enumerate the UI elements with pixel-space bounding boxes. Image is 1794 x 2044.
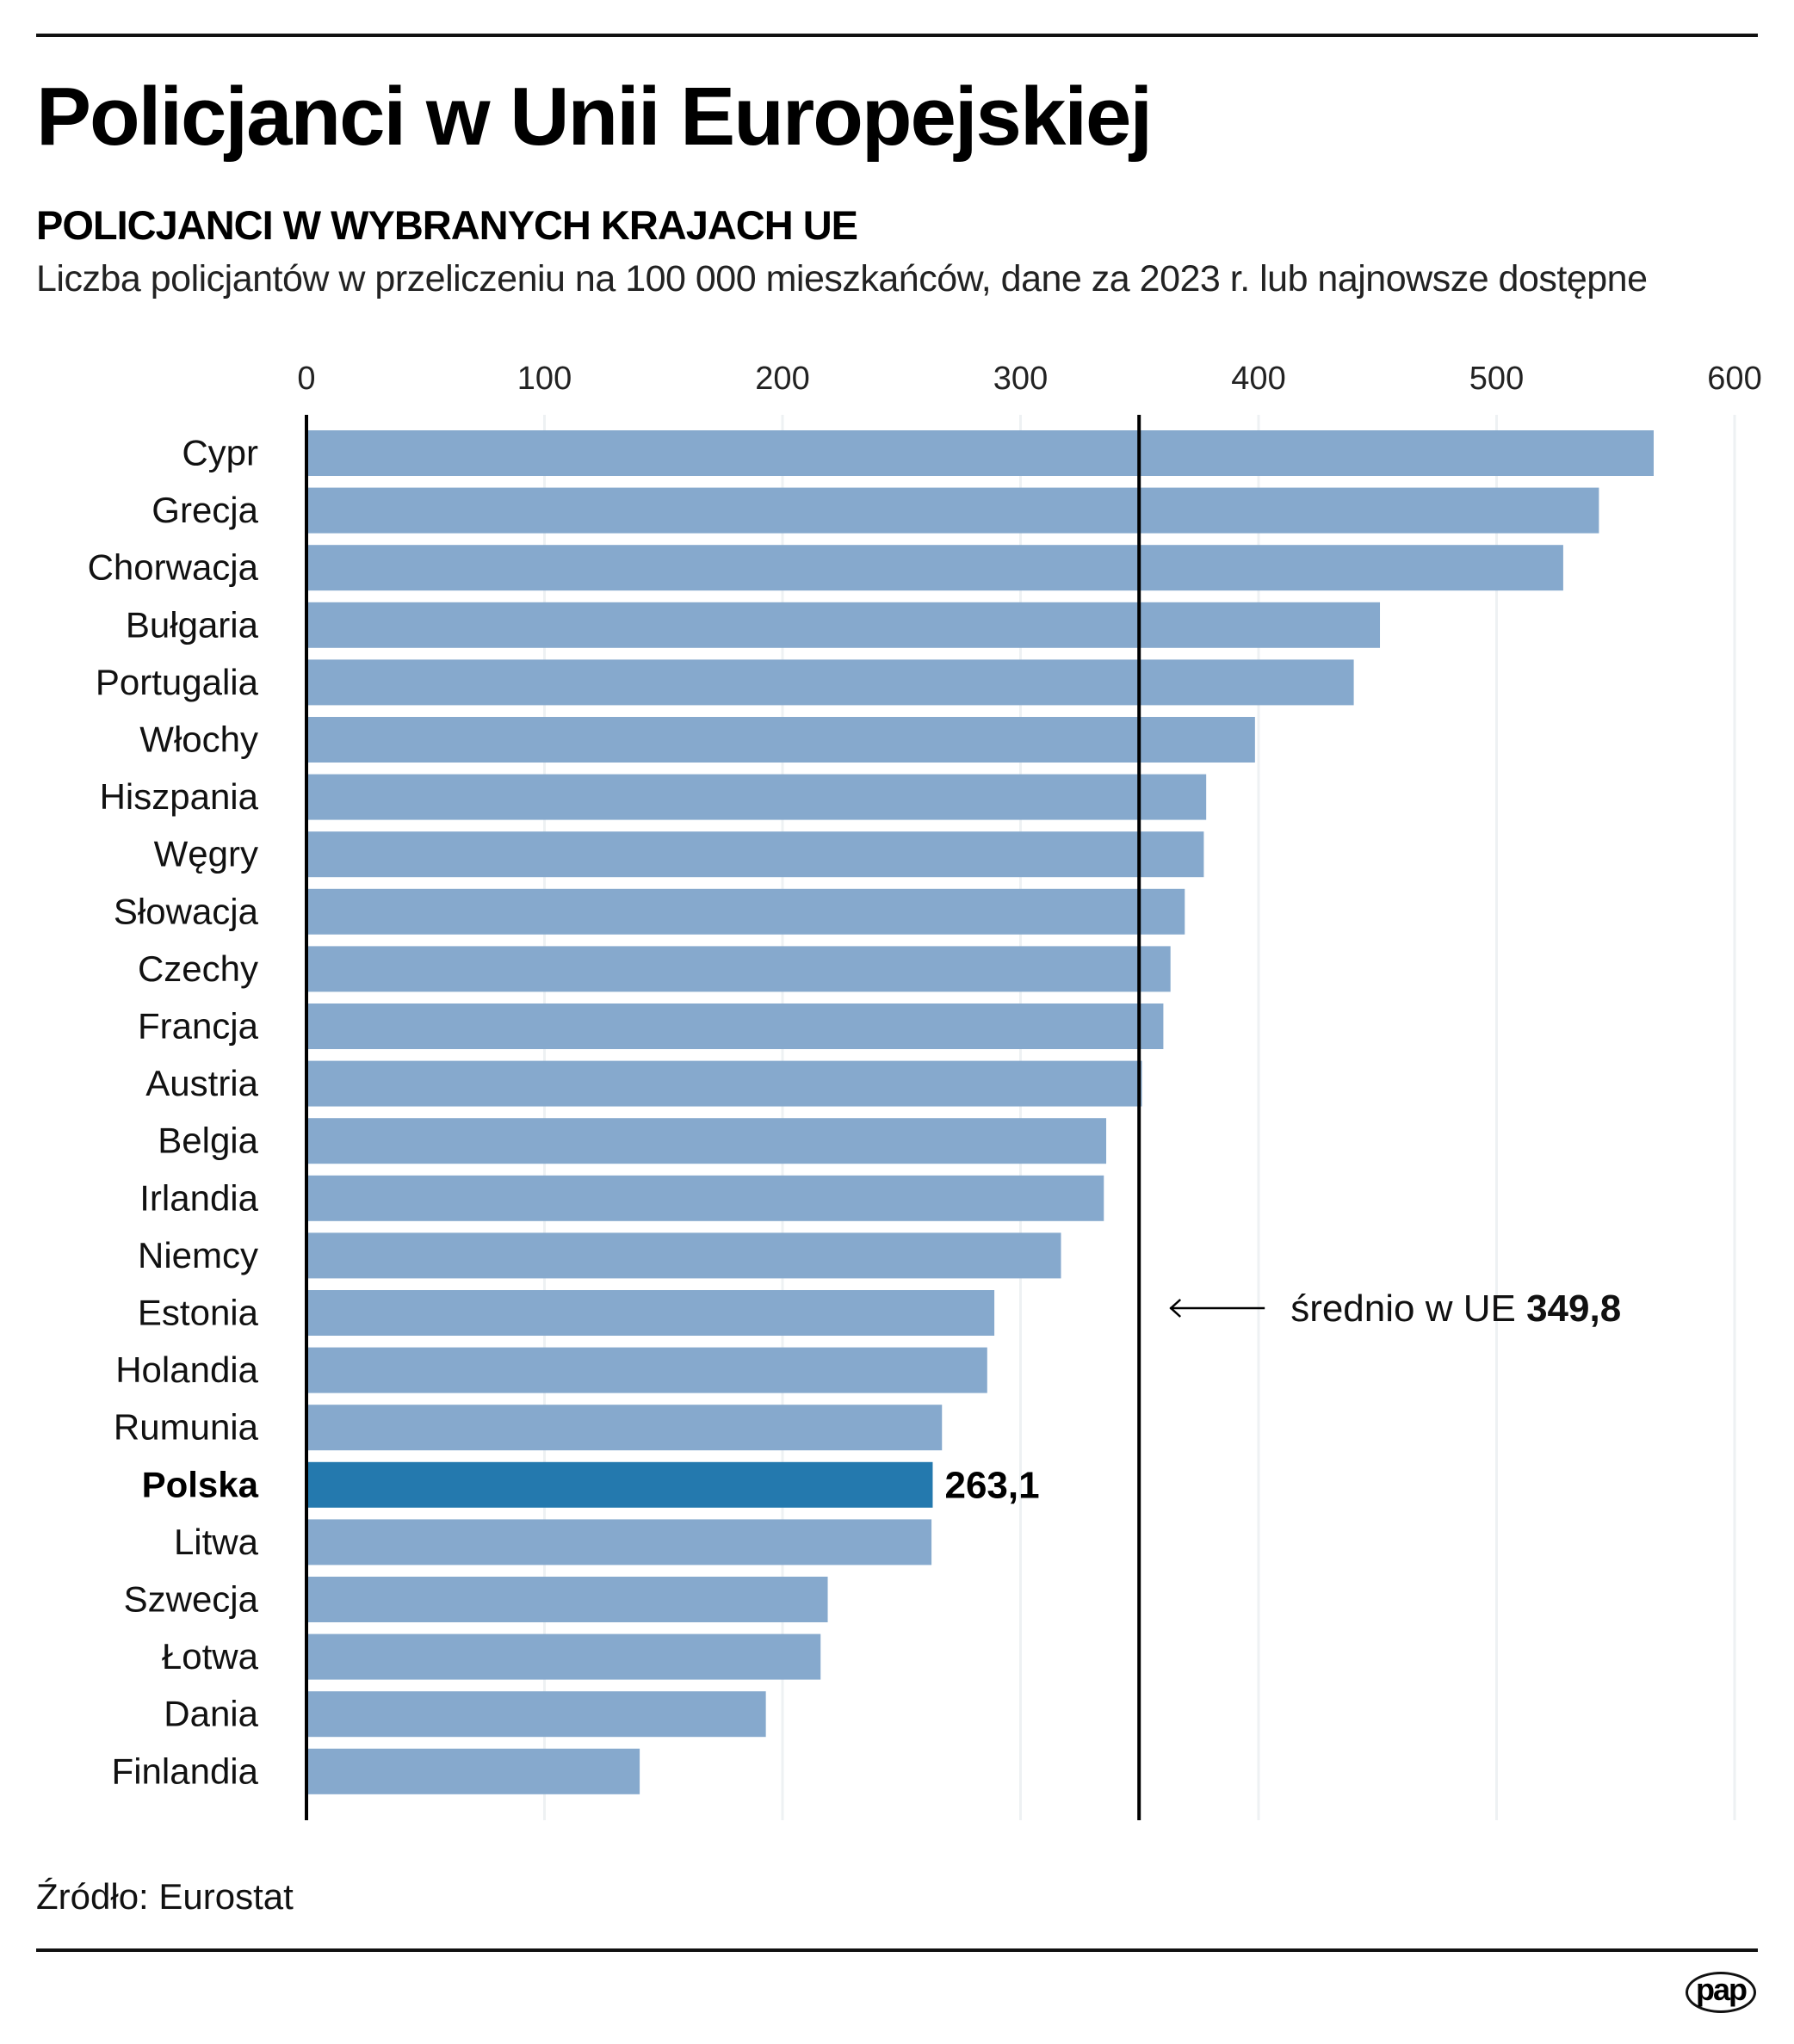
category-label: Irlandia (139, 1177, 258, 1218)
chart-subtitle: POLICJANCI W WYBRANYCH KRAJACH UE (36, 202, 858, 248)
pap-logo-icon: pap (1686, 1972, 1756, 2013)
bar (306, 1748, 640, 1794)
category-label: Szwecja (124, 1579, 259, 1620)
category-labels: Cypr Grecja Chorwacja Bułgaria Portugalia Wło… (88, 433, 1040, 1792)
category-label: Austria (145, 1063, 258, 1103)
pap-logo-text: pap (1695, 1972, 1748, 2007)
category-label: Dania (164, 1694, 258, 1734)
category-label: Belgia (158, 1121, 258, 1161)
bar (306, 888, 1185, 935)
page-title: Policjanci w Unii Europejskiej (36, 71, 1153, 163)
bottom-rule (36, 1948, 1758, 1952)
bar (306, 774, 1207, 820)
bar (306, 1060, 1142, 1107)
category-label: Finlandia (112, 1751, 259, 1791)
mean-annotation: średnio w UE 349,8 (1290, 1288, 1621, 1330)
bar (306, 1691, 766, 1738)
bar (306, 946, 1171, 992)
bar (306, 1118, 1107, 1164)
category-label: Polska (142, 1464, 259, 1504)
category-label: Holandia (115, 1349, 258, 1390)
category-label: Grecja (152, 490, 258, 530)
category-label: Hiszpania (100, 776, 259, 817)
category-label: Włochy (139, 719, 258, 760)
bars (305, 415, 1654, 1820)
category-label: Estonia (138, 1293, 259, 1333)
data-label: 263,1 (944, 1464, 1039, 1506)
bar (306, 1347, 987, 1393)
category-label: Francja (138, 1006, 259, 1047)
category-label: Niemcy (138, 1235, 258, 1275)
mean-annotation-value: 349,8 (1526, 1288, 1621, 1330)
bar (306, 430, 1654, 476)
chart-description: Liczba policjantów w przeliczeniu na 100… (36, 258, 1648, 299)
arrow-left-icon (1169, 1299, 1182, 1318)
tick-label: 400 (1231, 361, 1285, 397)
tick-label: 300 (993, 361, 1048, 397)
source-note: Źródło: Eurostat (36, 1876, 294, 1917)
tick-label: 600 (1707, 361, 1761, 397)
bar (306, 831, 1204, 878)
bar (306, 717, 1255, 763)
bar (306, 1290, 995, 1336)
bar (306, 487, 1599, 534)
category-label: Łotwa (162, 1636, 259, 1677)
tick-label: 100 (517, 361, 572, 397)
bar (306, 1232, 1061, 1279)
tick-label: 200 (755, 361, 809, 397)
category-label: Słowacja (114, 891, 259, 931)
x-axis-ticks: 0 100 200 300 400 500 600 (297, 361, 1761, 397)
category-label: Litwa (174, 1522, 259, 1562)
category-label: Cypr (182, 433, 258, 473)
mean-annotation-label: średnio w UE (1290, 1288, 1526, 1330)
bar (306, 1633, 821, 1680)
bar (306, 1003, 1164, 1049)
category-label: Bułgaria (126, 604, 259, 645)
bar (306, 602, 1381, 648)
bar (306, 1519, 932, 1565)
tick-label: 500 (1469, 361, 1524, 397)
category-label: Czechy (138, 948, 258, 989)
category-label: Rumunia (114, 1407, 259, 1448)
top-rule (36, 34, 1758, 37)
bar (306, 545, 1563, 591)
category-label: Portugalia (96, 662, 259, 702)
bar (306, 1175, 1104, 1221)
reference-line-group: średnio w UE 349,8 (1137, 415, 1621, 1820)
bar-highlight (306, 1461, 933, 1508)
category-label: Chorwacja (88, 547, 259, 588)
bar (306, 1405, 943, 1451)
category-label: Węgry (154, 834, 258, 874)
bar (306, 1577, 828, 1622)
tick-label: 0 (297, 361, 315, 397)
bar (306, 659, 1354, 706)
